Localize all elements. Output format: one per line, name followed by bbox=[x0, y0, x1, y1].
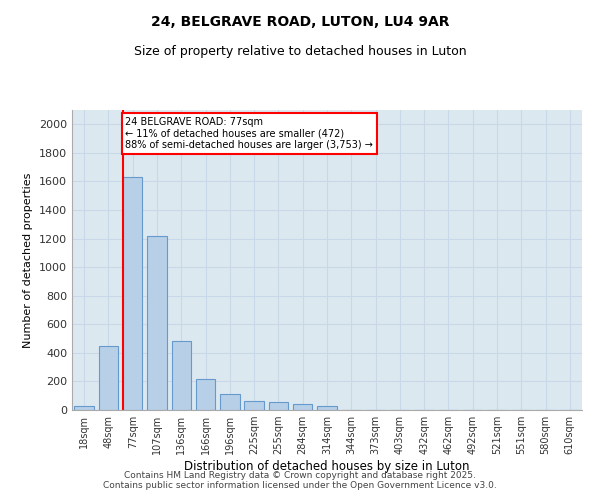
Bar bbox=[99, 346, 118, 410]
Bar bbox=[244, 402, 264, 410]
Bar bbox=[196, 378, 215, 410]
Text: Contains HM Land Registry data © Crown copyright and database right 2025.
Contai: Contains HM Land Registry data © Crown c… bbox=[103, 470, 497, 490]
Bar bbox=[293, 404, 313, 410]
Bar bbox=[269, 402, 288, 410]
Bar bbox=[317, 406, 337, 410]
Text: 24, BELGRAVE ROAD, LUTON, LU4 9AR: 24, BELGRAVE ROAD, LUTON, LU4 9AR bbox=[151, 15, 449, 29]
Text: Size of property relative to detached houses in Luton: Size of property relative to detached ho… bbox=[134, 45, 466, 58]
X-axis label: Distribution of detached houses by size in Luton: Distribution of detached houses by size … bbox=[184, 460, 470, 473]
Y-axis label: Number of detached properties: Number of detached properties bbox=[23, 172, 34, 348]
Bar bbox=[147, 236, 167, 410]
Bar bbox=[123, 177, 142, 410]
Bar bbox=[220, 394, 239, 410]
Text: 24 BELGRAVE ROAD: 77sqm
← 11% of detached houses are smaller (472)
88% of semi-d: 24 BELGRAVE ROAD: 77sqm ← 11% of detache… bbox=[125, 117, 373, 150]
Bar bbox=[172, 342, 191, 410]
Bar bbox=[74, 406, 94, 410]
